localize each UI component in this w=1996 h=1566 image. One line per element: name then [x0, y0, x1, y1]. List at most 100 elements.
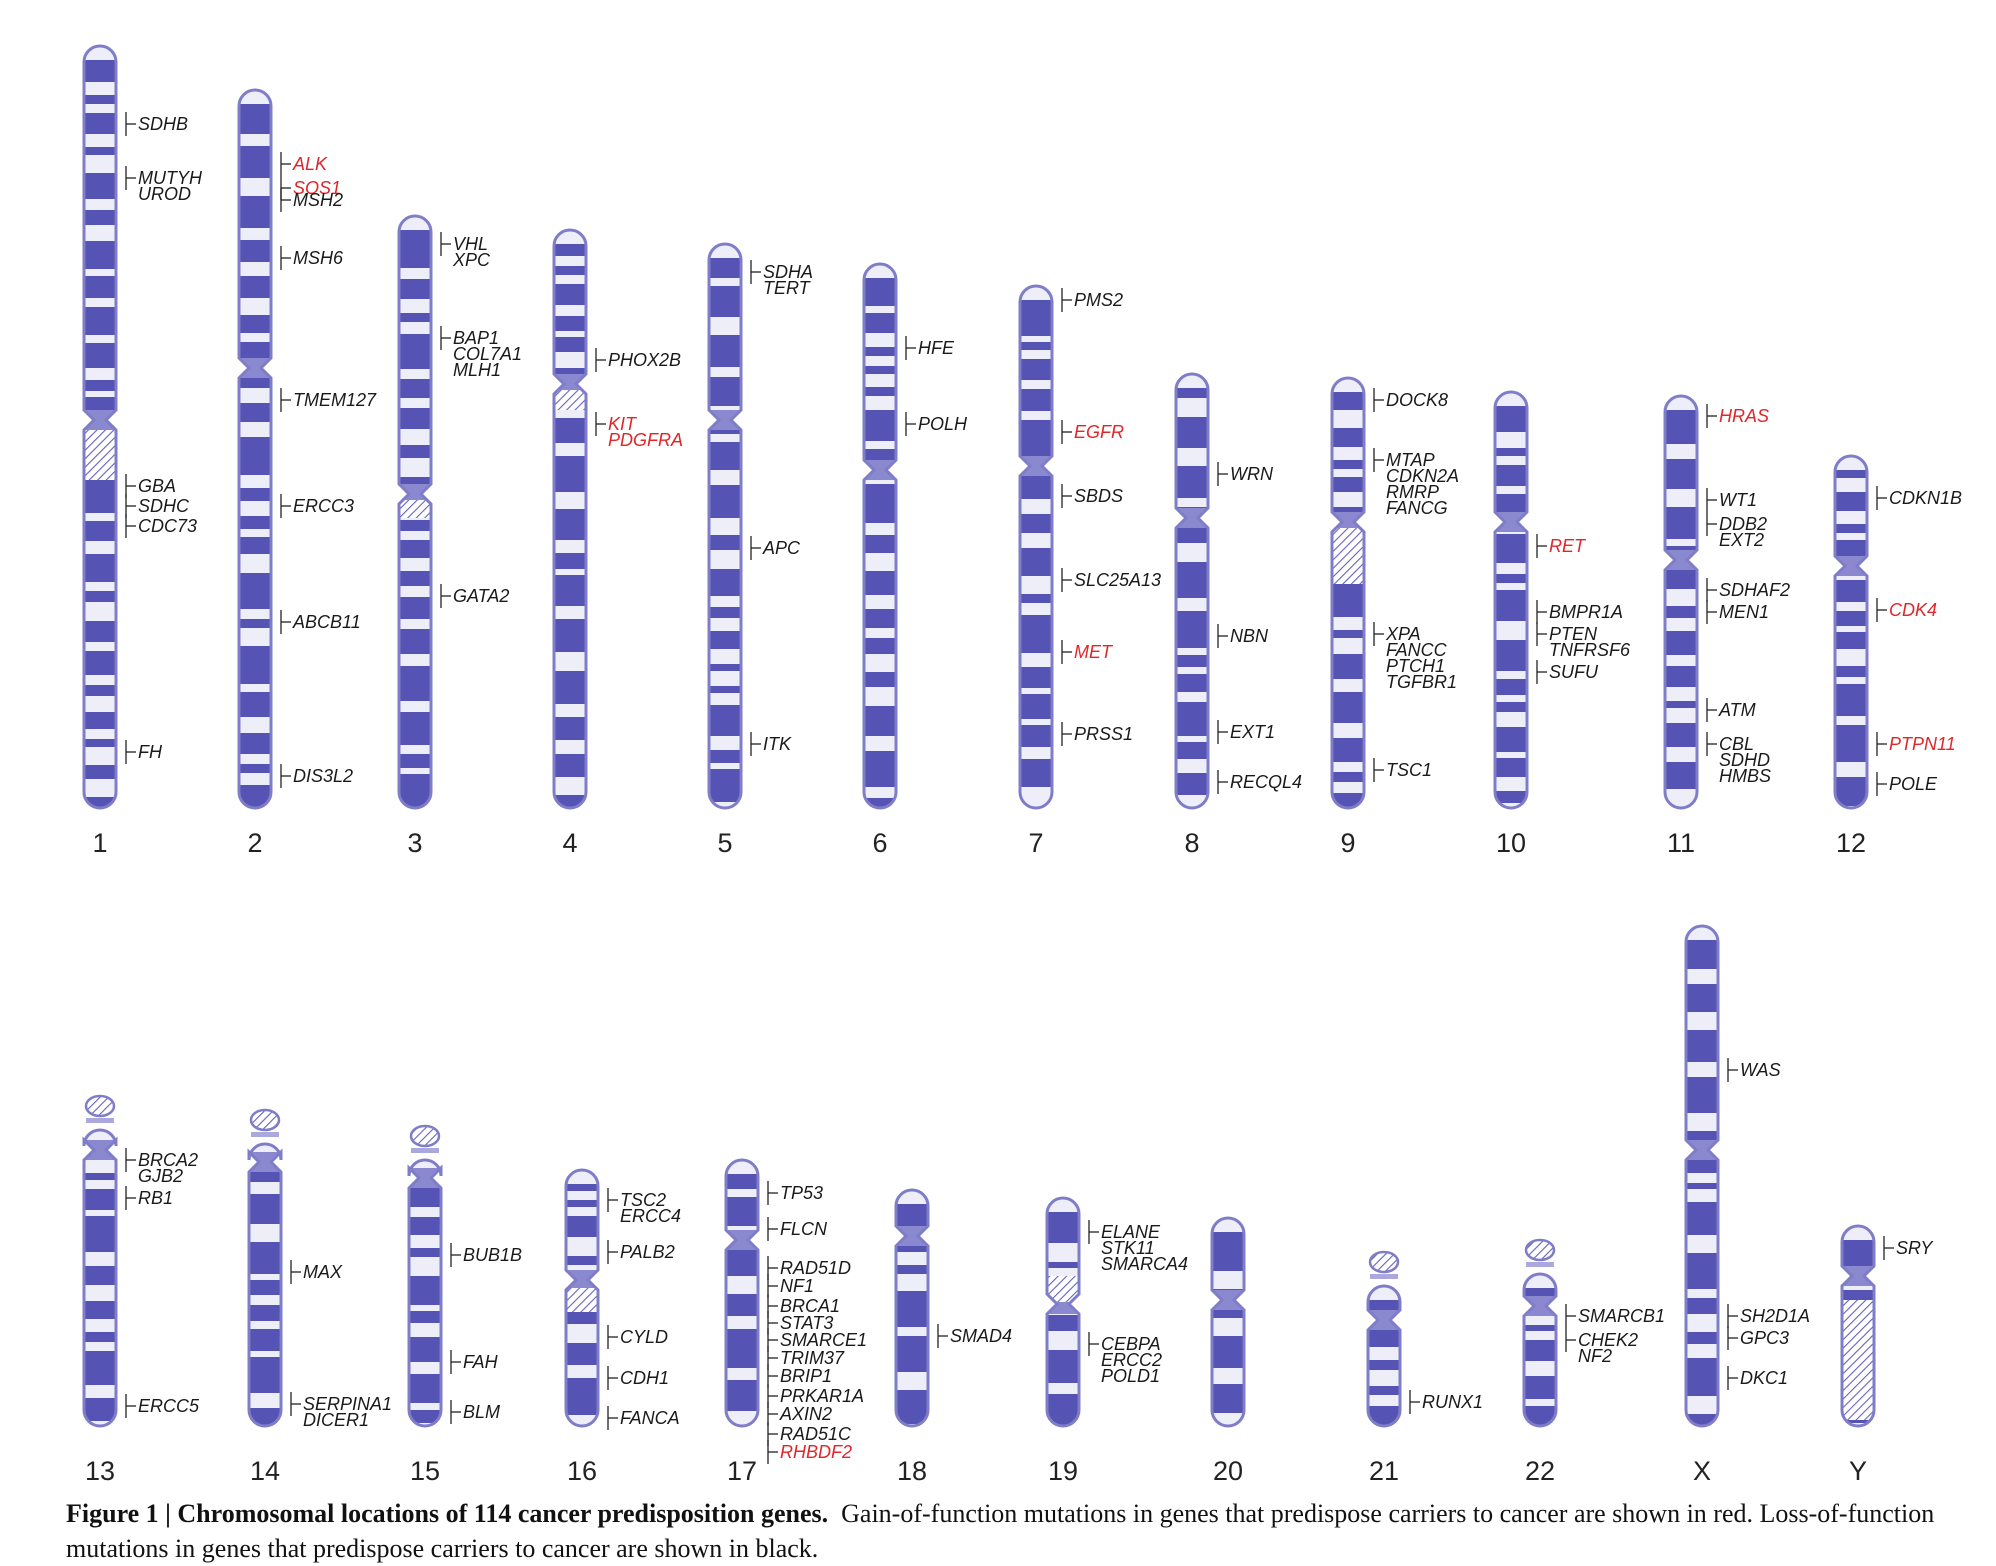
gene-label: BLM: [450, 1400, 500, 1424]
gene-name: WT1: [1719, 490, 1757, 510]
gene-name: STAT3: [780, 1313, 833, 1333]
gene-name: TNFRSF6: [1549, 640, 1631, 660]
gene-name: SOS1: [293, 178, 341, 198]
gene-name: CDC73: [138, 516, 197, 536]
chromosome-21: 21 RUNX1: [1366, 1250, 1483, 1486]
chromosome-11: 11HRASWT1DDB2EXT2SDHAF2MEN1ATMCBLSDHDHMB…: [1663, 394, 1790, 858]
gene-name: CDK4: [1889, 600, 1937, 620]
gene-name: CHEK2: [1578, 1330, 1638, 1350]
gene-name: WAS: [1740, 1060, 1781, 1080]
gene-label: SRY: [1883, 1236, 1934, 1260]
chromosome-number: 12: [1836, 828, 1866, 858]
gene-name: HFE: [918, 338, 955, 358]
gene-name: SMARCB1: [1578, 1306, 1665, 1326]
gene-label: RB1: [125, 1186, 173, 1210]
gene-label: CYLD: [607, 1325, 668, 1349]
gene-name: DICER1: [303, 1410, 369, 1430]
gene-name: FANCG: [1386, 498, 1448, 518]
gene-name: MTAP: [1386, 450, 1435, 470]
gene-label: MAX: [290, 1260, 343, 1284]
chromosome-number: 17: [727, 1456, 757, 1486]
gene-name: NF2: [1578, 1346, 1612, 1366]
caption-text: Gain-of-function mutations in genes that…: [66, 1499, 1935, 1563]
chromosome-number: 1: [92, 828, 107, 858]
gene-name: VHL: [453, 234, 488, 254]
gene-label: SDHAF2: [1706, 578, 1790, 602]
gene-label: SMAD4: [937, 1324, 1012, 1348]
gene-name: APC: [762, 538, 801, 558]
gene-name: MSH6: [293, 248, 344, 268]
chromosome-number: 2: [247, 828, 262, 858]
gene-name: SLC25A13: [1074, 570, 1161, 590]
gene-name: MET: [1074, 642, 1114, 662]
gene-name: PHOX2B: [608, 350, 681, 370]
gene-label: SDHC: [125, 494, 190, 518]
gene-name: PTPN11: [1889, 734, 1956, 754]
gene-label: APC: [750, 536, 801, 560]
gene-label: POLH: [905, 412, 968, 436]
gene-name: STK11: [1101, 1238, 1155, 1258]
gene-name: ERCC4: [620, 1206, 681, 1226]
gene-label: MET: [1061, 640, 1114, 664]
gene-label: BUB1B: [450, 1243, 522, 1267]
gene-name: TMEM127: [293, 390, 377, 410]
gene-label: RHBDF2: [767, 1440, 852, 1464]
gene-name: EXT2: [1719, 530, 1764, 550]
gene-name: MLH1: [453, 360, 501, 380]
gene-name: RUNX1: [1422, 1392, 1483, 1412]
caption-title: Figure 1 | Chromosomal locations of 114 …: [66, 1499, 829, 1528]
gene-label: SDHB: [125, 112, 188, 136]
chromosome-number: 5: [717, 828, 732, 858]
chromosome-18: 18 SMAD4: [894, 1188, 1012, 1486]
gene-label: ITK: [750, 732, 792, 756]
gene-label: NBN: [1217, 624, 1269, 648]
chromosome-number: 16: [567, 1456, 597, 1486]
gene-name: ALK: [292, 154, 328, 174]
gene-name: SDHAF2: [1719, 580, 1790, 600]
gene-name: CDKN2A: [1386, 466, 1459, 486]
gene-name: TERT: [763, 278, 812, 298]
gene-name: PRSS1: [1074, 724, 1133, 744]
gene-name: DIS3L2: [293, 766, 353, 786]
gene-name: TGFBR1: [1386, 672, 1457, 692]
gene-name: CEBPA: [1101, 1334, 1161, 1354]
gene-label: SMARCB1: [1565, 1304, 1665, 1328]
gene-label: EGFR: [1061, 420, 1124, 444]
gene-label: GBA: [125, 474, 176, 498]
chromosome-number: 15: [410, 1456, 440, 1486]
gene-label: MEN1: [1706, 600, 1769, 624]
gene-label: HFE: [905, 336, 955, 360]
chromosome-number: 8: [1184, 828, 1199, 858]
gene-name: BUB1B: [463, 1245, 522, 1265]
gene-label: DKC1: [1727, 1366, 1788, 1390]
chromosome-number: 3: [407, 828, 422, 858]
gene-label: MSH2: [280, 188, 343, 212]
gene-label: POLE: [1876, 772, 1938, 796]
gene-name: TSC1: [1386, 760, 1432, 780]
gene-name: BRCA1: [780, 1296, 840, 1316]
gene-name: GJB2: [138, 1166, 183, 1186]
gene-name: SMARCA4: [1101, 1254, 1188, 1274]
chromosome-number: 7: [1028, 828, 1043, 858]
gene-name: MAX: [303, 1262, 343, 1282]
gene-label: FLCN: [767, 1217, 828, 1241]
gene-name: FAH: [463, 1352, 499, 1372]
gene-name: PALB2: [620, 1242, 675, 1262]
gene-name: CDH1: [620, 1368, 669, 1388]
gene-name: CBL: [1719, 734, 1754, 754]
